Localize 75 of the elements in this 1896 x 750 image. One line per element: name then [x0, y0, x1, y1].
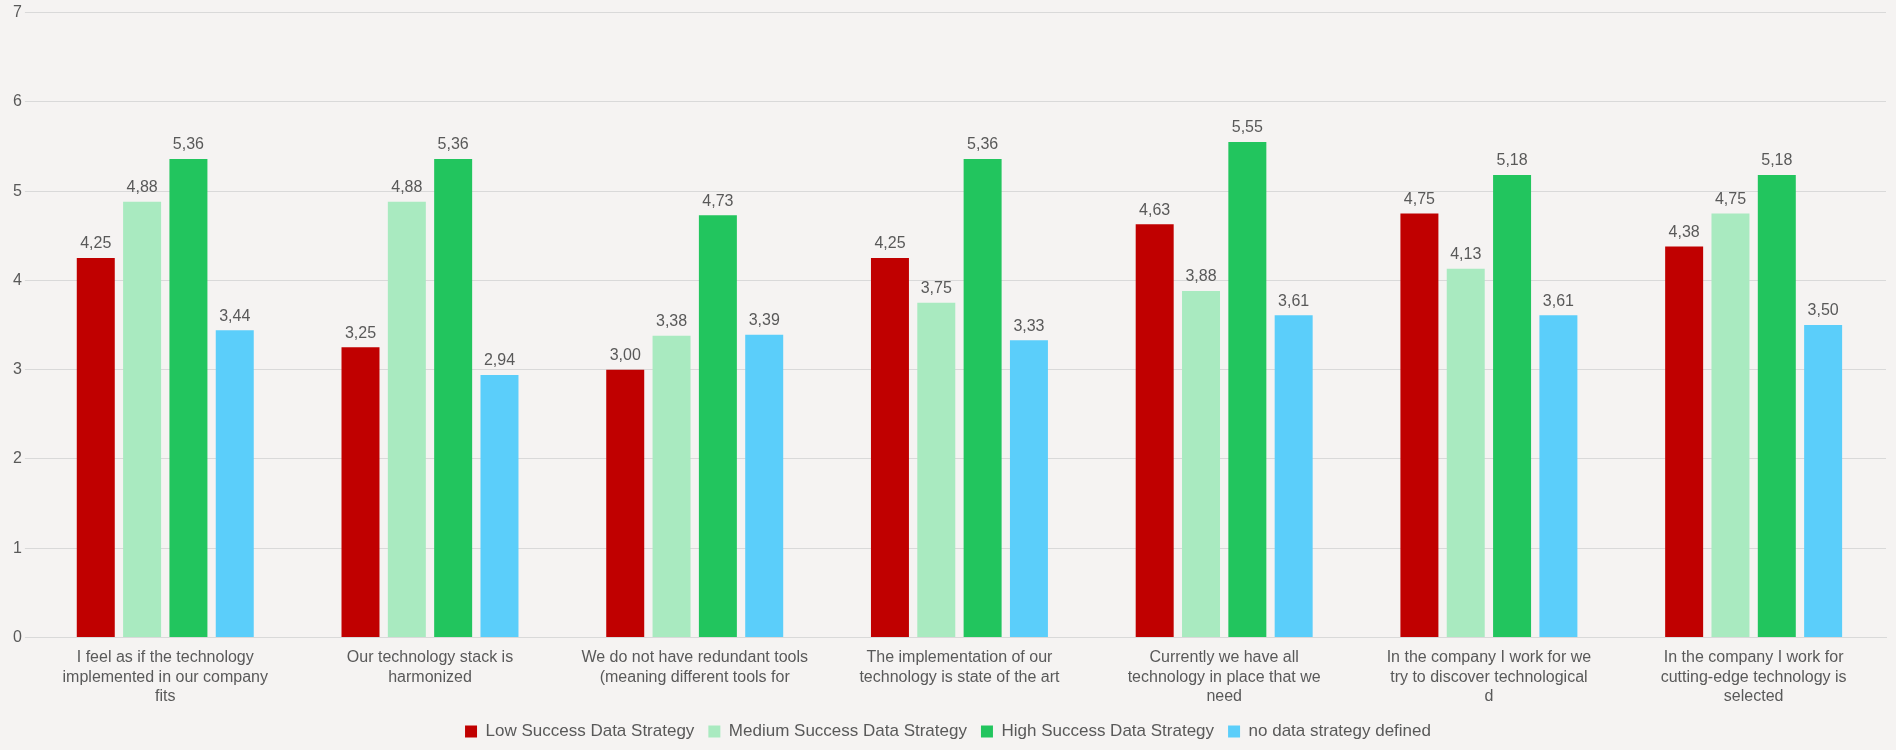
legend-label: Medium Success Data Strategy [728, 721, 968, 741]
data-label: 4,38 [1668, 222, 1700, 240]
y-tick-label: 3 [12, 360, 22, 378]
bar [917, 302, 956, 637]
data-label: 3,39 [748, 311, 780, 329]
bar [963, 158, 1002, 637]
x-tick-label: We do not have redundant tools (meaning different tools for [581, 648, 808, 685]
y-tick-label: 0 [12, 627, 22, 645]
bar [698, 215, 737, 637]
data-label: 3,88 [1185, 267, 1217, 285]
data-label: 4,75 [1714, 189, 1747, 207]
bar [1665, 246, 1704, 637]
bar [123, 201, 162, 637]
bar [169, 158, 208, 637]
bar [606, 369, 645, 637]
y-tick-label: 6 [12, 92, 22, 110]
data-label: 5,36 [172, 135, 205, 153]
data-label: 5,36 [437, 135, 469, 153]
bar [652, 335, 691, 637]
data-label: 3,00 [609, 346, 641, 364]
data-label: 2,94 [483, 351, 516, 369]
x-tick-label: Currently we have all technology in place that we need [1127, 648, 1321, 704]
data-label: 3,61 [1542, 291, 1575, 309]
data-label: 3,61 [1278, 291, 1310, 309]
data-label: 5,55 [1231, 118, 1264, 136]
bar [1009, 340, 1048, 637]
bar [1135, 224, 1174, 637]
x-tick-label: In the company I work for cutting-edge technology is selected [1660, 648, 1847, 704]
y-tick-label: 4 [12, 270, 22, 288]
y-tick-label: 1 [12, 538, 22, 556]
data-label: 4,73 [702, 191, 734, 209]
data-label: 3,33 [1013, 316, 1045, 334]
data-label: 4,75 [1403, 189, 1436, 207]
data-label: 3,44 [219, 306, 251, 324]
bar [745, 334, 784, 637]
bar [1493, 175, 1532, 637]
y-tick-label: 2 [12, 449, 22, 467]
x-tick-label: The implementation of our technology is state of the art [859, 648, 1061, 685]
data-label: 4,13 [1450, 245, 1482, 263]
data-label: 4,63 [1139, 200, 1171, 218]
data-label: 3,25 [344, 323, 377, 341]
bar [434, 158, 473, 637]
bar [1539, 315, 1578, 637]
bar [1228, 142, 1267, 637]
legend-label: no data strategy defined [1248, 721, 1431, 741]
data-label: 4,88 [126, 178, 158, 196]
data-label: 4,25 [80, 234, 112, 252]
data-label: 4,25 [874, 234, 906, 252]
data-label: 5,18 [1761, 151, 1793, 169]
x-tick-label: In the company I work for we try to discover technological d [1386, 648, 1592, 704]
bar [387, 201, 426, 637]
legend-label: Low Success Data Strategy [485, 721, 695, 741]
bar [341, 347, 380, 637]
data-label: 5,18 [1496, 151, 1528, 169]
bar [1711, 213, 1750, 637]
data-label: 3,50 [1807, 301, 1839, 319]
data-label: 4,88 [391, 178, 423, 196]
x-tick-label: Our technology stack is harmonized [346, 648, 514, 685]
y-tick-label: 5 [12, 181, 22, 199]
bar [1182, 291, 1221, 637]
bar [1804, 325, 1843, 637]
bar [1400, 213, 1439, 637]
bar [1446, 268, 1485, 637]
legend-label: High Success Data Strategy [1001, 721, 1215, 741]
bar [480, 374, 519, 637]
bar [1274, 315, 1313, 637]
y-tick-label: 7 [12, 3, 22, 21]
bar [215, 330, 254, 637]
data-label: 3,38 [655, 312, 688, 330]
bar [76, 258, 115, 637]
bar [870, 258, 909, 637]
bar [1757, 175, 1796, 637]
data-label: 5,36 [967, 135, 999, 153]
x-tick-label: I feel as if the technology implemented in our company fits [62, 648, 268, 704]
data-label: 3,75 [920, 279, 952, 297]
